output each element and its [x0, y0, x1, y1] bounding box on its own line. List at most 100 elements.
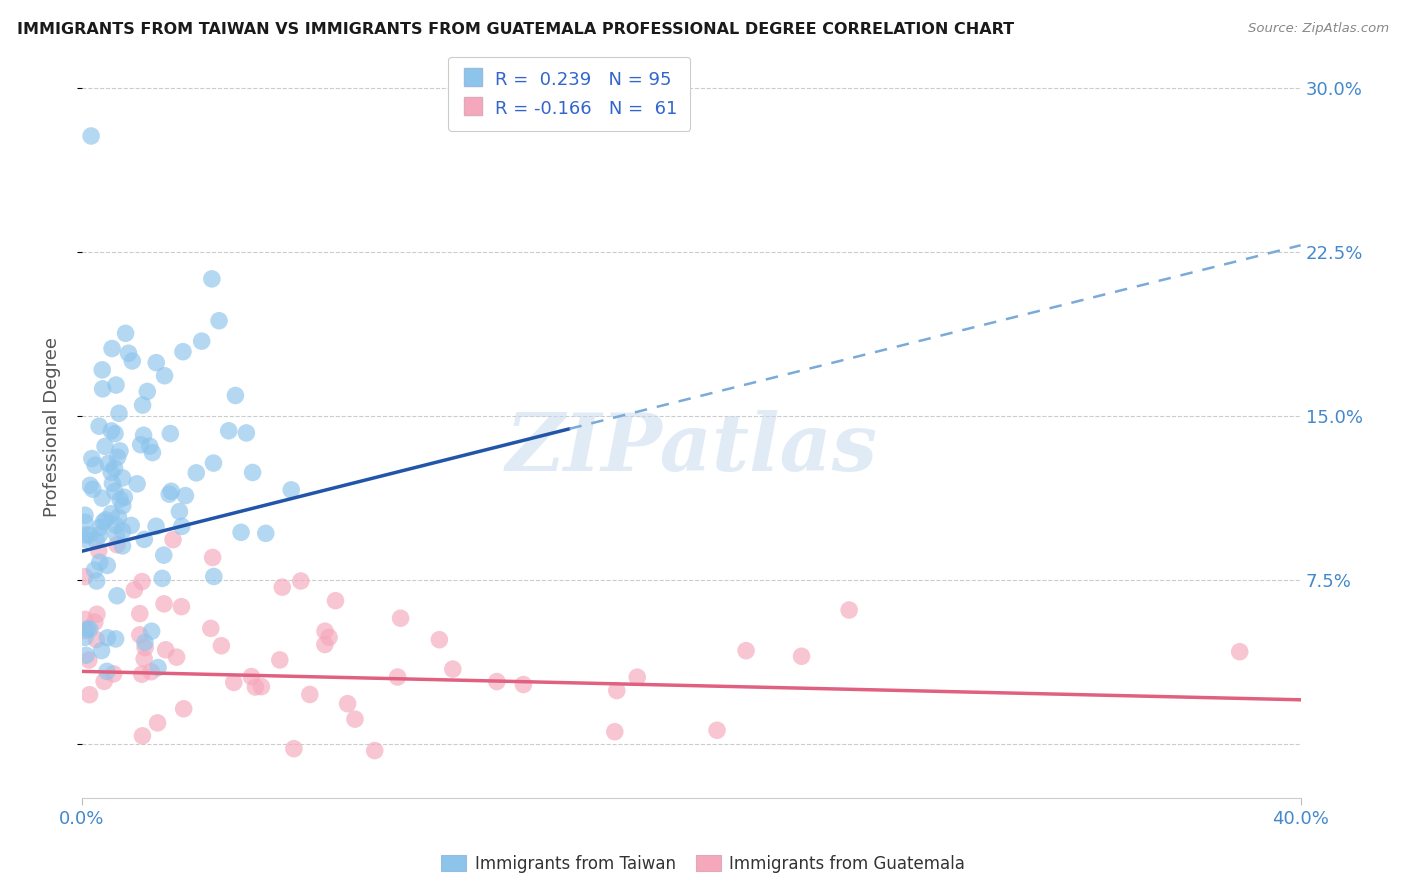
Point [79, 622, 101, 636]
Point [104, 632, 127, 646]
Point [100, 465, 122, 479]
Point [79, 688, 101, 702]
Point [245, 680, 267, 694]
Point [200, 621, 222, 635]
Point [84, 458, 107, 473]
Point [80, 128, 103, 143]
Point [96, 631, 118, 645]
Point [283, 741, 305, 756]
Point [107, 510, 129, 524]
Point [150, 571, 173, 585]
Point [91, 382, 114, 396]
Point [82, 482, 104, 496]
Point [790, 649, 813, 664]
Legend: R =  0.239   N = 95, R = -0.166   N =  61: R = 0.239 N = 95, R = -0.166 N = 61 [449, 57, 690, 131]
Point [100, 507, 122, 521]
Point [90, 643, 112, 657]
Point [336, 697, 359, 711]
Point [136, 384, 159, 399]
Point [83, 563, 105, 577]
Point [318, 631, 340, 645]
Point [222, 675, 245, 690]
Point [73, 569, 96, 583]
Point [141, 624, 163, 639]
Point [87, 543, 110, 558]
Point [100, 424, 122, 438]
Point [111, 539, 134, 553]
Point [250, 680, 273, 694]
Point [104, 426, 127, 441]
Point [94, 513, 117, 527]
Point [73, 612, 96, 626]
Point [170, 519, 193, 533]
Point [112, 491, 135, 505]
Point [111, 499, 134, 513]
Point [73, 624, 96, 638]
Point [298, 688, 321, 702]
Point [134, 635, 156, 649]
Point [441, 662, 464, 676]
Point [120, 518, 142, 533]
Point [89, 555, 111, 569]
Point [117, 346, 139, 360]
Point [97, 457, 120, 471]
Point [77, 653, 100, 667]
Point [186, 466, 208, 480]
Point [606, 683, 628, 698]
Point [129, 438, 152, 452]
Point [111, 471, 134, 485]
Point [603, 724, 626, 739]
Point [170, 599, 193, 614]
Point [89, 527, 111, 541]
Point [208, 314, 231, 328]
Point [235, 425, 257, 440]
Point [485, 674, 508, 689]
Point [201, 550, 224, 565]
Point [160, 484, 183, 499]
Point [131, 398, 153, 412]
Point [83, 615, 105, 629]
Point [242, 466, 264, 480]
Point [134, 652, 156, 666]
Point [73, 508, 96, 523]
Point [131, 729, 153, 743]
Point [155, 642, 177, 657]
Point [145, 356, 167, 370]
Point [73, 631, 96, 645]
Point [132, 428, 155, 442]
Point [190, 334, 212, 348]
Point [202, 569, 225, 583]
Point [152, 548, 174, 562]
Point [134, 640, 156, 655]
Point [75, 648, 97, 663]
Point [107, 450, 129, 465]
Text: Source: ZipAtlas.com: Source: ZipAtlas.com [1249, 22, 1389, 36]
Point [93, 674, 115, 689]
Point [269, 653, 291, 667]
Point [94, 439, 117, 453]
Point [364, 743, 387, 757]
Point [84, 533, 107, 548]
Point [103, 666, 125, 681]
Point [141, 445, 163, 459]
Point [96, 558, 118, 573]
Point [105, 378, 128, 392]
Point [314, 624, 336, 639]
Point [93, 515, 115, 529]
Point [229, 525, 252, 540]
Point [76, 622, 98, 636]
Point [104, 484, 127, 499]
Point [218, 424, 240, 438]
Point [84, 632, 107, 647]
Text: ZIPatlas: ZIPatlas [505, 410, 877, 488]
Point [108, 406, 131, 420]
Point [73, 516, 96, 530]
Point [1229, 645, 1251, 659]
Point [153, 597, 176, 611]
Point [80, 451, 103, 466]
Point [290, 574, 312, 588]
Point [114, 326, 136, 341]
Point [145, 519, 167, 533]
Point [79, 528, 101, 542]
Point [387, 670, 409, 684]
